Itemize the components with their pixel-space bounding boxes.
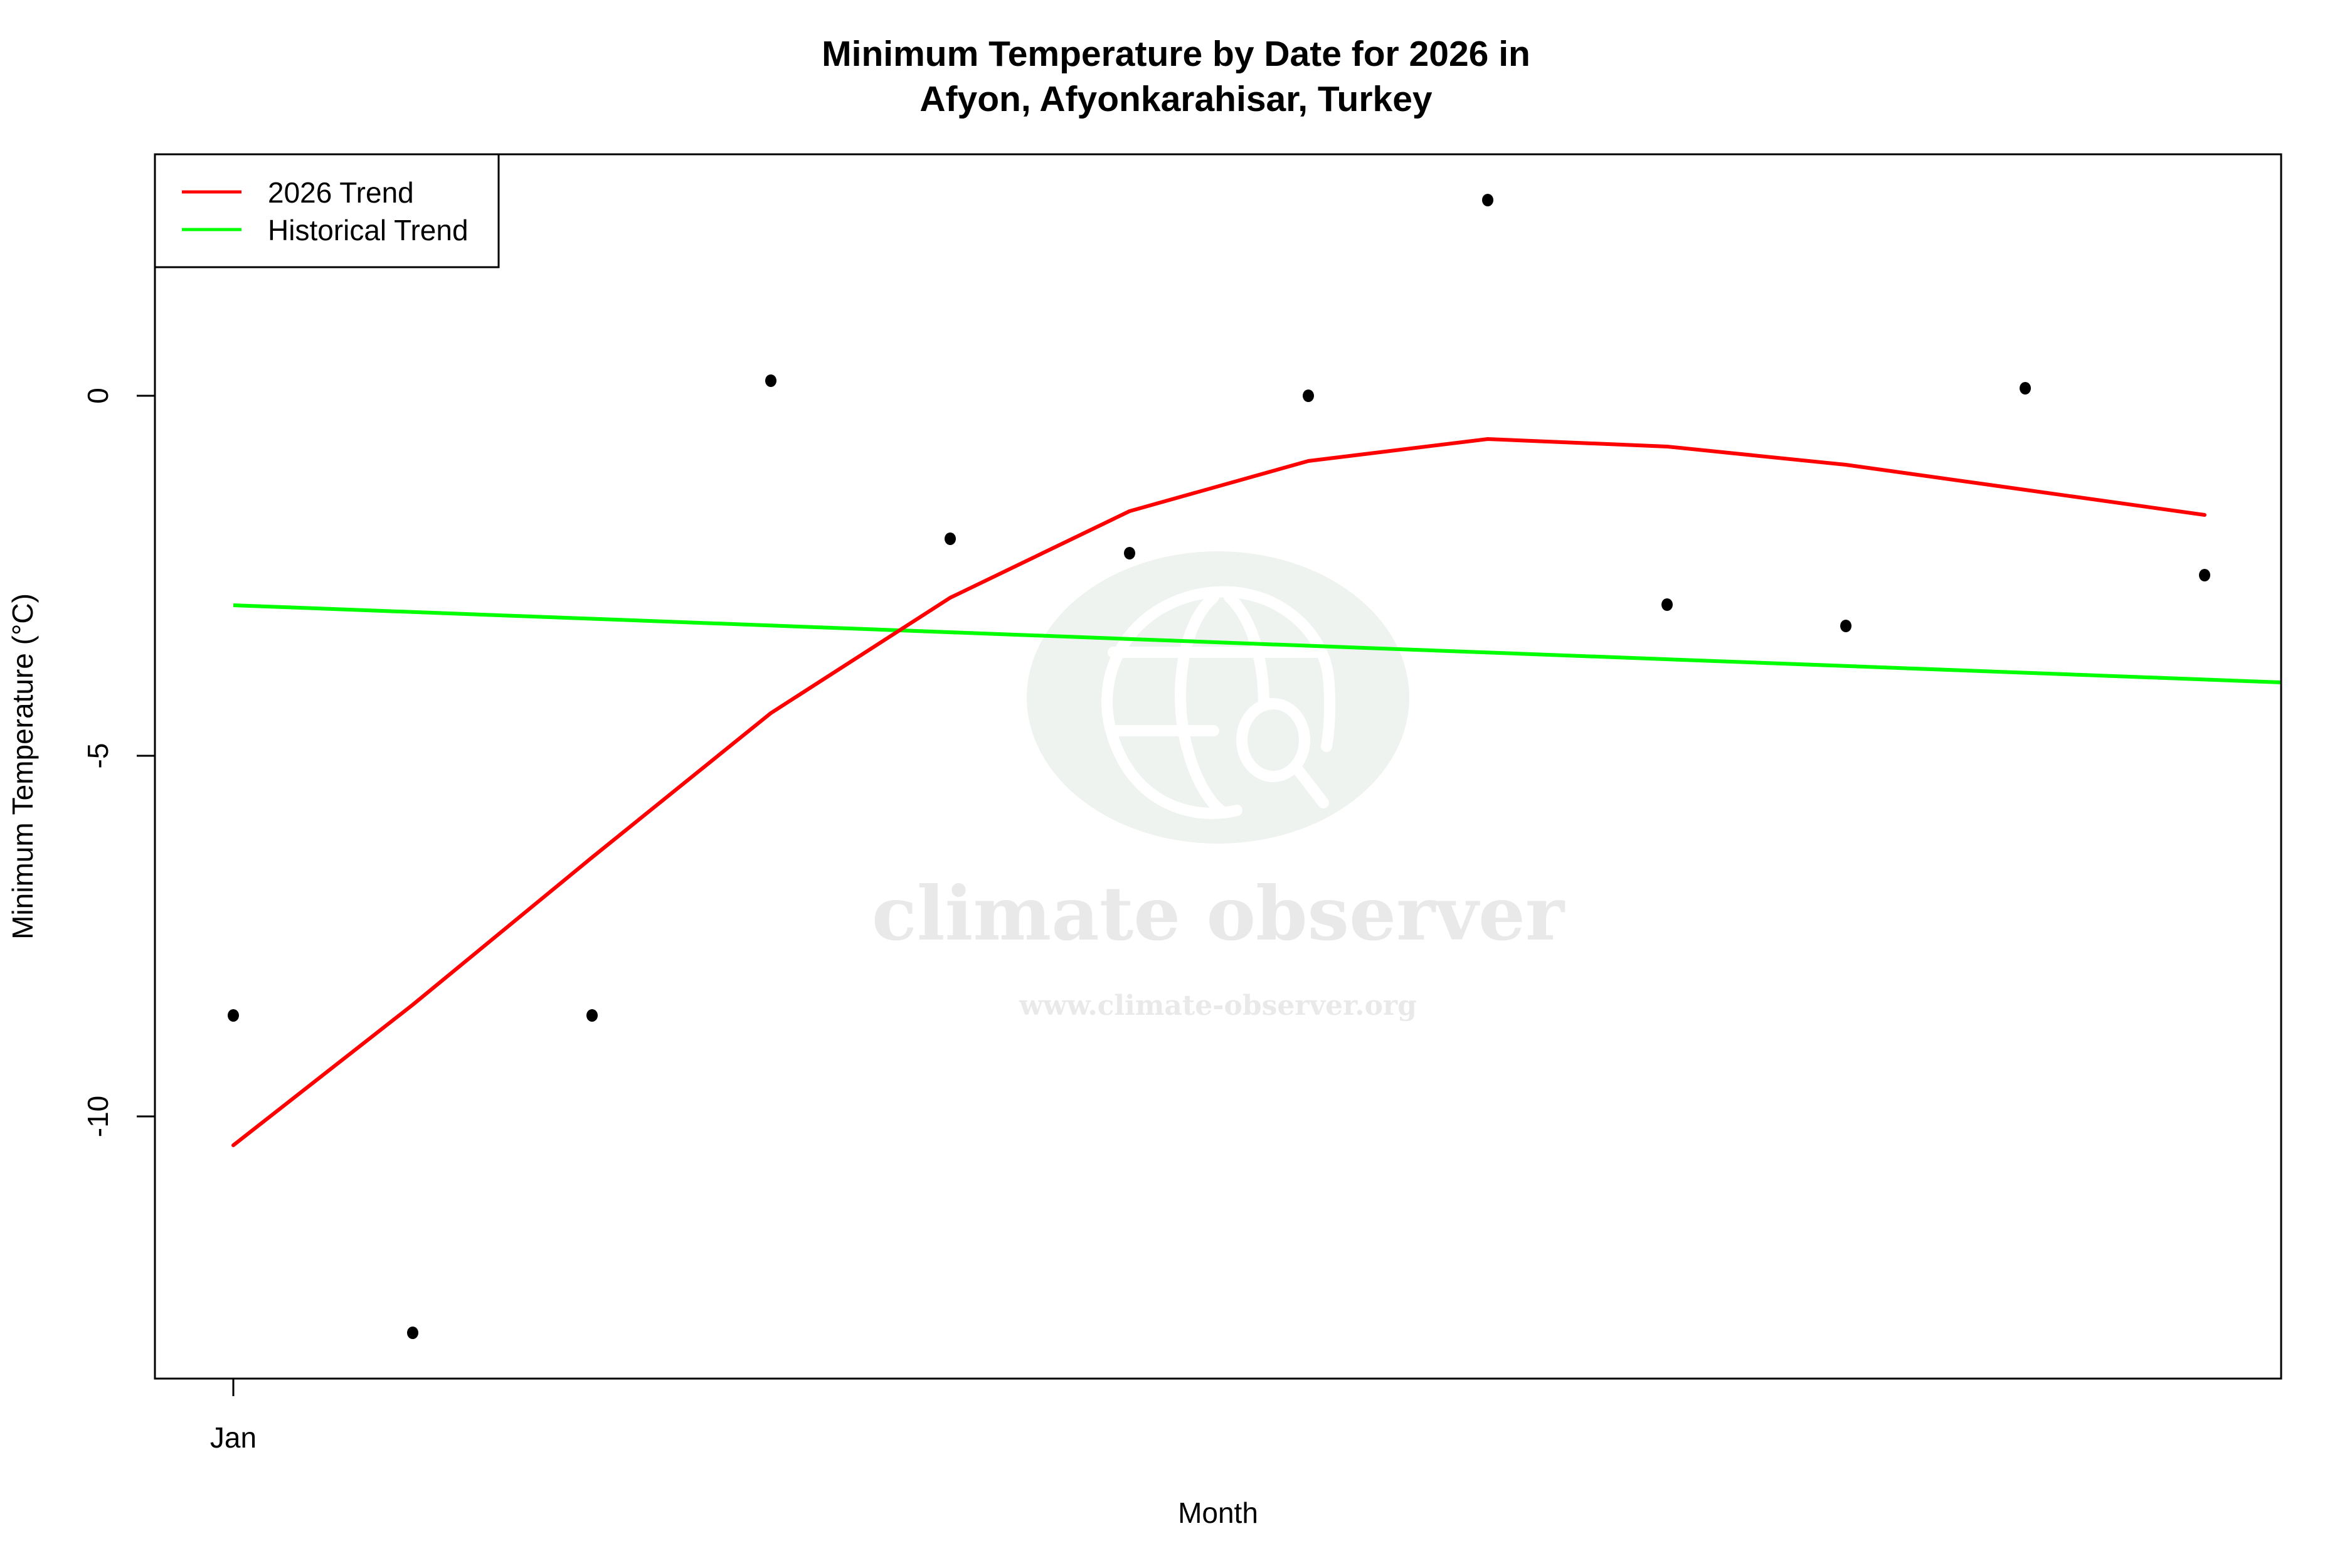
data-point xyxy=(407,1327,418,1339)
historical-trend-line xyxy=(233,603,2282,684)
data-point xyxy=(2020,382,2031,395)
data-point xyxy=(1124,547,1135,559)
x-tick-label-jan: Jan xyxy=(210,1421,257,1454)
observation-points xyxy=(228,194,2210,1339)
data-point xyxy=(1303,389,1314,402)
y-axis-label: Minimum Temperature (°C) xyxy=(6,593,39,940)
data-point xyxy=(765,374,776,387)
y-tick-label-0: 0 xyxy=(82,388,114,404)
watermark-name: climate observer xyxy=(872,870,1565,957)
chart-title-line-1: Minimum Temperature by Date for 2026 in xyxy=(822,34,1530,74)
data-point xyxy=(228,1009,239,1022)
trend-2026-line xyxy=(231,437,2206,1147)
x-axis-label: Month xyxy=(1178,1496,1258,1529)
data-point xyxy=(586,1009,598,1022)
y-tick-label-minus10: -10 xyxy=(82,1096,114,1137)
y-axis xyxy=(137,395,155,1118)
chart-title-line-2: Afyon, Afyonkarahisar, Turkey xyxy=(919,79,1433,119)
data-point xyxy=(1661,598,1673,611)
data-point xyxy=(945,532,956,545)
plot-frame xyxy=(154,153,2282,1380)
y-tick-label-minus5: -5 xyxy=(82,743,114,769)
data-point xyxy=(1840,620,1851,632)
data-point xyxy=(1482,194,1493,206)
data-point xyxy=(2199,569,2210,581)
legend: 2026 Trend Historical Trend xyxy=(154,153,500,268)
legend-box xyxy=(154,153,500,268)
watermark-url: www.climate-observer.org xyxy=(1019,990,1417,1022)
legend-label-2026-trend: 2026 Trend xyxy=(268,176,414,209)
watermark: climate observer www.climate-observer.or… xyxy=(872,551,1565,1022)
legend-label-historical-trend: Historical Trend xyxy=(268,214,469,246)
